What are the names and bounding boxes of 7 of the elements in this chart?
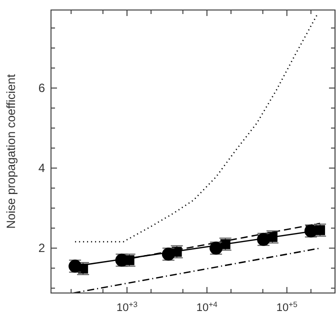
- y-tick-label: 6: [38, 81, 46, 96]
- y-tick-label: 2: [38, 241, 46, 256]
- x-tick-label: 10$^{+3}$: [116, 300, 138, 314]
- x-tick-label: 10$^{+5}$: [276, 300, 298, 314]
- y-axis-title: Noise propagation coefficient: [4, 74, 18, 229]
- y-tick-label: 4: [38, 161, 46, 176]
- x-tick-label: 10$^{+4}$: [196, 300, 218, 314]
